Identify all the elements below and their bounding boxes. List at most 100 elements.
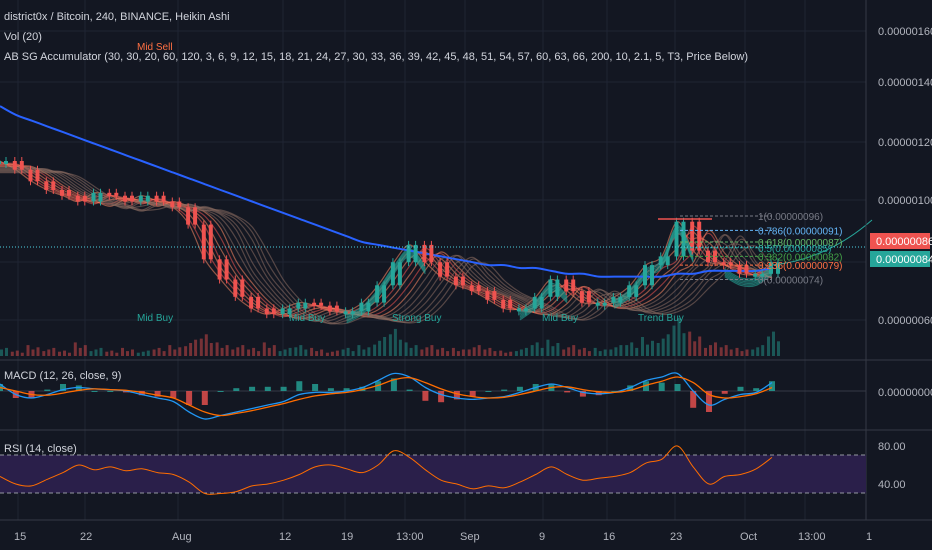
macd-histogram-bar — [564, 391, 571, 393]
macd-histogram-bar — [359, 386, 366, 391]
candle-body — [249, 296, 254, 309]
volume-bar — [83, 345, 87, 356]
volume-bar — [603, 349, 607, 356]
rsi-title[interactable]: RSI (14, close) — [4, 443, 77, 455]
volume-bar — [709, 345, 712, 356]
candle-body — [343, 311, 348, 315]
candle-body — [721, 262, 726, 266]
candle-body — [375, 285, 380, 303]
volume-bar — [220, 347, 224, 356]
candle-body — [240, 279, 245, 297]
candle-body — [476, 285, 481, 292]
macd-axis[interactable]: 0.00000000 — [878, 387, 932, 399]
signal-trend-buy: Trend Buy — [638, 313, 684, 324]
macd-histogram-bar — [501, 389, 508, 391]
macd-histogram-bar — [579, 391, 586, 397]
candle-body — [744, 265, 749, 274]
signal-labels: Mid Sell Mid Buy Mid Buy Strong Buy Mid Buy T… — [137, 42, 684, 324]
candle-body — [413, 244, 418, 263]
volume-bar — [524, 347, 528, 356]
volume-title[interactable]: Vol (20) — [4, 31, 42, 43]
accumulator-title[interactable]: AB SG Accumulator (30, 30, 20, 60, 120, … — [4, 51, 748, 63]
volume-bar — [436, 349, 440, 356]
volume-bar — [162, 351, 166, 356]
volume-bar — [299, 345, 303, 356]
volume-bar — [461, 349, 465, 356]
candle-body — [460, 276, 465, 286]
candle-body — [634, 285, 639, 297]
macd-histogram-bar — [201, 391, 208, 405]
candle-body — [334, 305, 339, 312]
time-label: 9 — [539, 531, 545, 543]
macd-signal-line — [0, 376, 773, 417]
volume-bar — [351, 351, 355, 356]
volume-bar — [5, 347, 8, 356]
volume-bar — [598, 351, 602, 356]
rsi-axis[interactable]: 80.00 40.00 — [878, 441, 906, 491]
volume-bar — [593, 347, 597, 356]
volume-bar — [121, 347, 124, 356]
volume-bar — [362, 349, 366, 356]
candle-body — [4, 161, 8, 164]
candle-body — [82, 195, 87, 202]
volume-bar — [168, 345, 172, 356]
fib-label: 0.618(0.00000087) — [758, 238, 843, 249]
candle-body — [193, 207, 198, 225]
price-axis[interactable]: 0.00000160 0.00000140 0.00000120 0.00000… — [870, 26, 932, 327]
volume-bar — [42, 351, 46, 356]
volume-bar — [47, 349, 51, 356]
ribbon-line — [0, 170, 773, 325]
volume-bar — [556, 343, 560, 356]
candle-body — [571, 279, 576, 292]
volume-bar — [414, 345, 418, 356]
volume-bar — [199, 338, 203, 356]
volume-bar — [446, 351, 450, 356]
price-tick: 0.00000160 — [878, 26, 932, 38]
macd-histogram-bar — [375, 381, 382, 391]
price-tick: 0.00000140 — [878, 77, 932, 89]
macd-panel — [0, 372, 866, 420]
grid-lines — [0, 0, 866, 520]
signal-mid-buy-3: Mid Buy — [542, 313, 578, 324]
volume-bar — [467, 349, 471, 356]
volume-bar — [745, 349, 749, 356]
volume-bar — [335, 350, 339, 356]
candle-body — [760, 273, 765, 277]
candle-body — [44, 181, 49, 190]
time-label: 23 — [670, 531, 682, 543]
time-axis[interactable]: 15 22 Aug 12 19 13:00 Sep 9 16 23 Oct 13… — [14, 531, 872, 543]
volume-bar — [398, 339, 402, 356]
candle-body — [75, 195, 80, 202]
candle-body — [280, 308, 285, 315]
volume-bar — [78, 347, 82, 356]
candle-body — [390, 262, 395, 286]
volume-bar — [367, 347, 371, 356]
rsi-band — [0, 455, 866, 493]
volume-bar — [540, 347, 544, 356]
time-label: 13:00 — [798, 531, 826, 543]
macd-histogram-bar — [674, 384, 681, 391]
volume-bar — [625, 345, 629, 356]
symbol-title[interactable]: district0x / Bitcoin, 240, BINANCE, Heik… — [4, 11, 230, 23]
time-label: 12 — [279, 531, 291, 543]
volume-bar — [105, 351, 109, 356]
heikin-ashi-candles — [0, 157, 780, 319]
macd-title[interactable]: MACD (12, 26, close, 9) — [4, 370, 121, 382]
macd-histogram-bar — [611, 391, 618, 392]
candle-body — [643, 265, 647, 286]
fib-label: 0(0.00000074) — [758, 276, 823, 287]
fib-label: 0.786(0.00000091) — [758, 226, 843, 237]
macd-histogram-bar — [60, 384, 66, 391]
volume-bar — [646, 344, 649, 356]
volume-bar — [173, 349, 177, 356]
macd-histogram-bar — [485, 391, 492, 392]
volume-bar — [189, 343, 193, 356]
volume-bar — [425, 347, 429, 356]
volume-bar — [756, 347, 760, 356]
candle-body — [28, 169, 33, 182]
candle-body — [161, 195, 166, 202]
volume-bar — [567, 347, 571, 356]
macd-histogram-bar — [690, 391, 697, 408]
